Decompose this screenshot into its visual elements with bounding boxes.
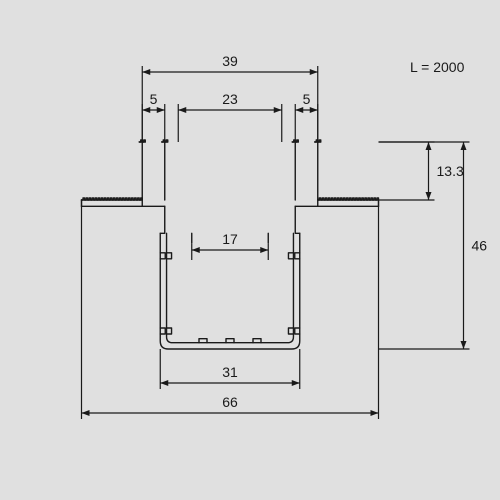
- svg-text:17: 17: [222, 231, 238, 247]
- svg-text:66: 66: [222, 394, 238, 410]
- svg-text:39: 39: [222, 53, 238, 69]
- svg-text:23: 23: [222, 91, 238, 107]
- svg-text:5: 5: [150, 91, 158, 107]
- length-label: L = 2000: [410, 59, 465, 75]
- svg-text:5: 5: [303, 91, 311, 107]
- svg-text:31: 31: [222, 364, 238, 380]
- svg-text:13.3: 13.3: [437, 163, 464, 179]
- svg-text:46: 46: [472, 238, 488, 254]
